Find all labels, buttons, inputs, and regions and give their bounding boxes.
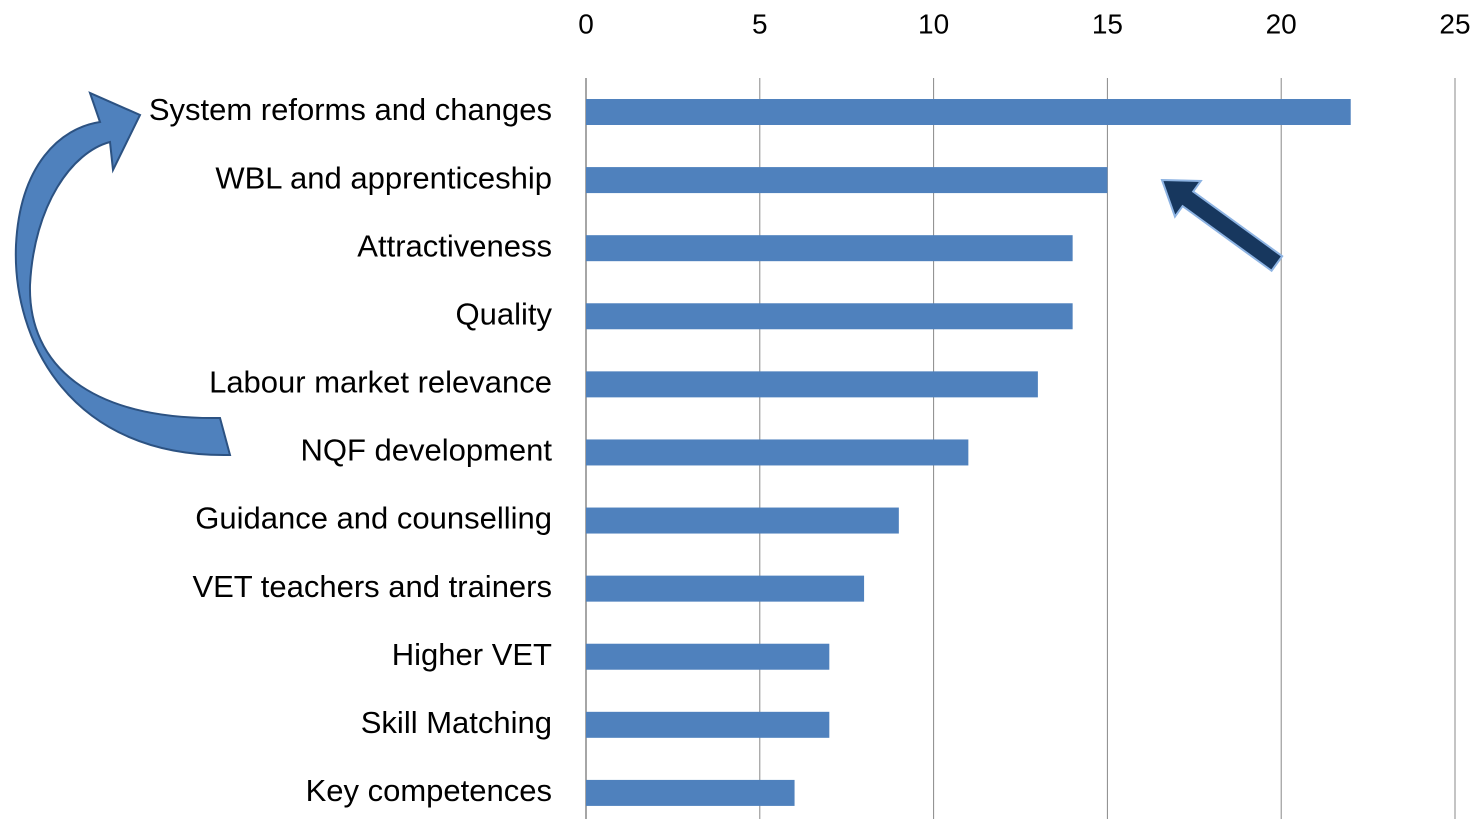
- y-tick-label: Quality: [456, 296, 553, 331]
- y-tick-label: Key competences: [306, 773, 552, 808]
- curved-arrow: [14, 91, 232, 457]
- bar: [586, 575, 865, 602]
- bar: [586, 99, 1351, 125]
- bar: [586, 507, 899, 534]
- bar: [586, 779, 795, 806]
- y-tick-label: VET teachers and trainers: [192, 569, 552, 604]
- x-tick-label: 20: [1266, 8, 1297, 39]
- x-tick-label: 15: [1092, 8, 1123, 39]
- y-tick-label: Skill Matching: [361, 705, 552, 740]
- x-tick-label: 10: [918, 8, 949, 39]
- bar: [586, 439, 969, 466]
- bar: [586, 371, 1038, 398]
- y-tick-label: Guidance and counselling: [195, 501, 552, 536]
- y-tick-label: Higher VET: [392, 637, 552, 672]
- y-tick-label: WBL and apprenticeship: [215, 160, 552, 195]
- x-tick-label: 25: [1439, 8, 1470, 39]
- bar: [586, 167, 1108, 194]
- x-tick-label: 5: [752, 8, 768, 39]
- y-tick-label: NQF development: [300, 433, 552, 468]
- y-tick-label: Attractiveness: [357, 228, 552, 263]
- y-tick-label: Labour market relevance: [209, 365, 552, 400]
- bar: [586, 711, 830, 738]
- bar: [586, 303, 1073, 330]
- x-tick-label: 0: [578, 8, 594, 39]
- bar: [586, 643, 830, 670]
- y-tick-label: System reforms and changes: [149, 92, 552, 127]
- straight-arrow: [1160, 178, 1284, 273]
- bar: [586, 235, 1073, 262]
